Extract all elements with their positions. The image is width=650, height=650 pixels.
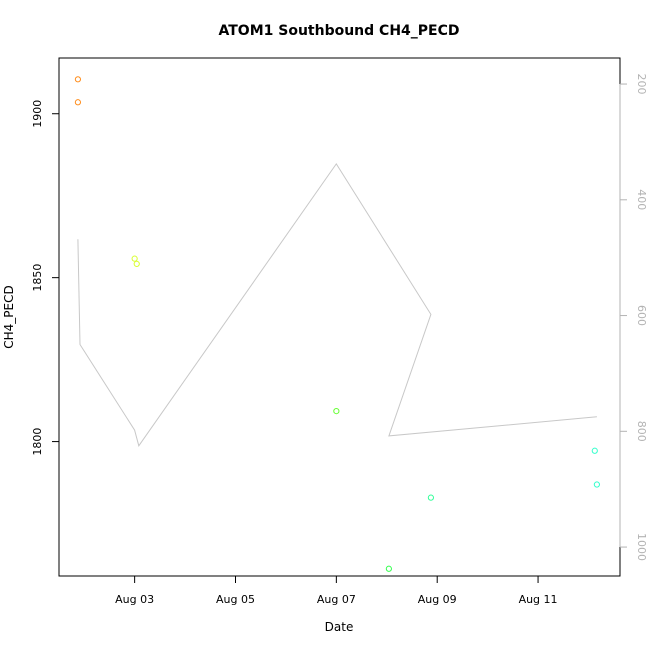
x-axis-label: Date (325, 620, 354, 634)
secondary-tick-label: 1000 (635, 533, 648, 561)
data-point (131, 255, 138, 262)
data-point (74, 99, 82, 106)
secondary-y-axis: 200 400 600 800 1000 (619, 74, 648, 561)
x-tick-label: Aug 05 (216, 593, 255, 606)
x-tick-label: Aug 11 (519, 593, 558, 606)
secondary-tick-label: 200 (635, 74, 648, 95)
x-tick-label: Aug 09 (418, 593, 457, 606)
data-point (593, 481, 600, 488)
x-axis: Aug 03 Aug 05 Aug 07 Aug 09 Aug 11 (115, 575, 558, 606)
y-tick-label: 1850 (31, 264, 44, 292)
data-point (333, 407, 340, 415)
secondary-tick-label: 400 (635, 189, 648, 210)
chart-title: ATOM1 Southbound CH4_PECD (219, 23, 460, 39)
x-tick-label: Aug 07 (317, 593, 356, 606)
secondary-tick-label: 800 (635, 421, 648, 442)
data-points (74, 76, 600, 572)
x-tick-label: Aug 03 (115, 593, 154, 606)
y-tick-label: 1800 (31, 428, 44, 456)
data-point (385, 565, 392, 572)
y-axis-label: CH4_PECD (2, 285, 16, 348)
secondary-series-line (77, 162, 597, 447)
data-point (74, 76, 82, 83)
plot-frame (58, 57, 621, 577)
secondary-tick-label: 600 (635, 305, 648, 326)
data-point (133, 260, 140, 267)
secondary-series (77, 162, 597, 447)
data-point (591, 447, 598, 454)
y-tick-label: 1900 (31, 100, 44, 128)
data-point (427, 494, 434, 501)
y-axis: 1800 1850 1900 (31, 100, 60, 456)
